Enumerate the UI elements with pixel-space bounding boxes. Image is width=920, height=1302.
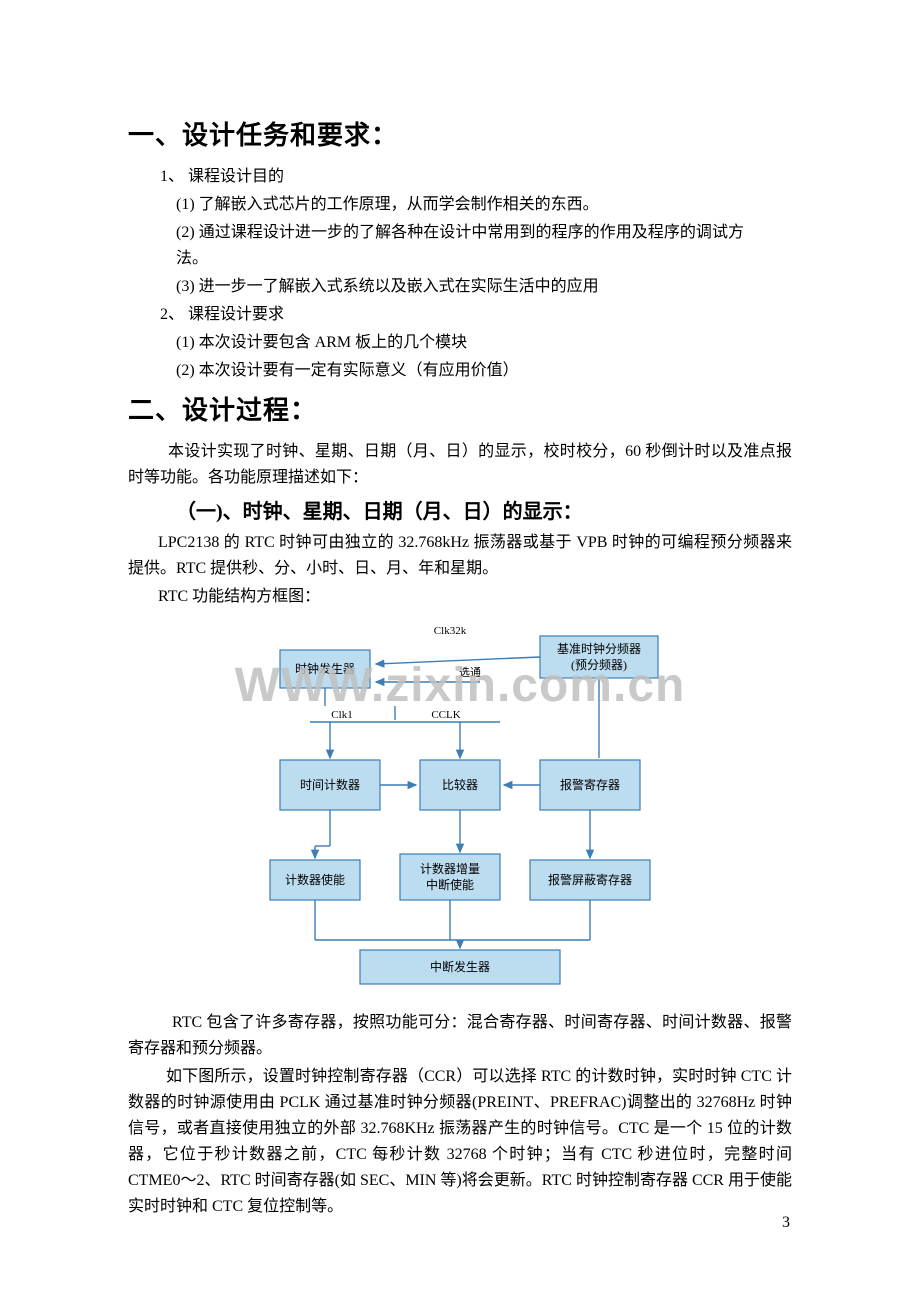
svg-text:CCLK: CCLK — [431, 709, 460, 721]
page-content: 一、设计任务和要求： 1、 课程设计目的 (1) 了解嵌入式芯片的工作原理，从而… — [0, 0, 920, 1262]
para-2-5: 如下图所示，设置时钟控制寄存器（CCR）可以选择 RTC 的计数时钟，实时时钟 … — [128, 1064, 792, 1220]
para-2-2: LPC2138 的 RTC 时钟可由独立的 32.768kHz 振荡器或基于 V… — [128, 530, 792, 582]
page-number: 3 — [782, 1214, 790, 1232]
heading-display: （一)、时钟、星期、日期（月、日）的显示： — [176, 495, 792, 524]
svg-text:Clk32k: Clk32k — [434, 625, 467, 637]
heading-design-task: 一、设计任务和要求： — [128, 115, 792, 152]
svg-text:报警屏蔽寄存器: 报警屏蔽寄存器 — [548, 872, 632, 887]
para-2-1: 本设计实现了时钟、星期、日期（月、日）的显示，校时校分，60 秒倒计时以及准点报… — [128, 439, 792, 491]
svg-text:计数器使能: 计数器使能 — [285, 872, 345, 887]
svg-text:时钟发生器: 时钟发生器 — [295, 661, 355, 676]
para-1-3: (2) 通过课程设计进一步的了解各种在设计中常用到的程序的作用及程序的调试方法。 — [176, 220, 792, 272]
rtc-diagram-svg: 时钟发生器 基准时钟分频器 (预分频器) Clk32k 选通 Clk1 CCLK 时间计数器 比… — [250, 620, 670, 1000]
svg-text:选通: 选通 — [459, 666, 481, 679]
para-2-3: RTC 功能结构方框图： — [128, 584, 792, 610]
para-1-7: (2) 本次设计要有一定有实际意义（有应用价值） — [128, 358, 792, 384]
svg-text:比较器: 比较器 — [442, 777, 478, 792]
svg-text:中断使能: 中断使能 — [426, 877, 474, 892]
svg-text:(预分频器): (预分频器) — [571, 658, 627, 672]
para-1-1: 1、 课程设计目的 — [128, 164, 792, 190]
para-1-2: (1) 了解嵌入式芯片的工作原理，从而学会制作相关的东西。 — [128, 192, 792, 218]
para-1-5: 2、 课程设计要求 — [128, 302, 792, 328]
svg-text:基准时钟分频器: 基准时钟分频器 — [557, 641, 641, 656]
svg-text:Clk1: Clk1 — [331, 709, 352, 721]
heading-design-process: 二、设计过程： — [128, 390, 792, 427]
svg-text:时间计数器: 时间计数器 — [300, 777, 360, 792]
para-1-4: (3) 进一步一了解嵌入式系统以及嵌入式在实际生活中的应用 — [128, 274, 792, 300]
svg-text:报警寄存器: 报警寄存器 — [560, 777, 620, 792]
svg-text:计数器增量: 计数器增量 — [420, 861, 480, 876]
para-2-4: RTC 包含了许多寄存器，按照功能可分：混合寄存器、时间寄存器、时间计数器、报警… — [128, 1010, 792, 1062]
svg-text:中断发生器: 中断发生器 — [430, 959, 490, 974]
rtc-diagram: WWW.zixin.com.cn 时钟发生器基准时钟分频器(预分频器)Clk32… — [128, 620, 792, 1000]
para-1-6: (1) 本次设计要包含 ARM 板上的几个模块 — [128, 330, 792, 356]
